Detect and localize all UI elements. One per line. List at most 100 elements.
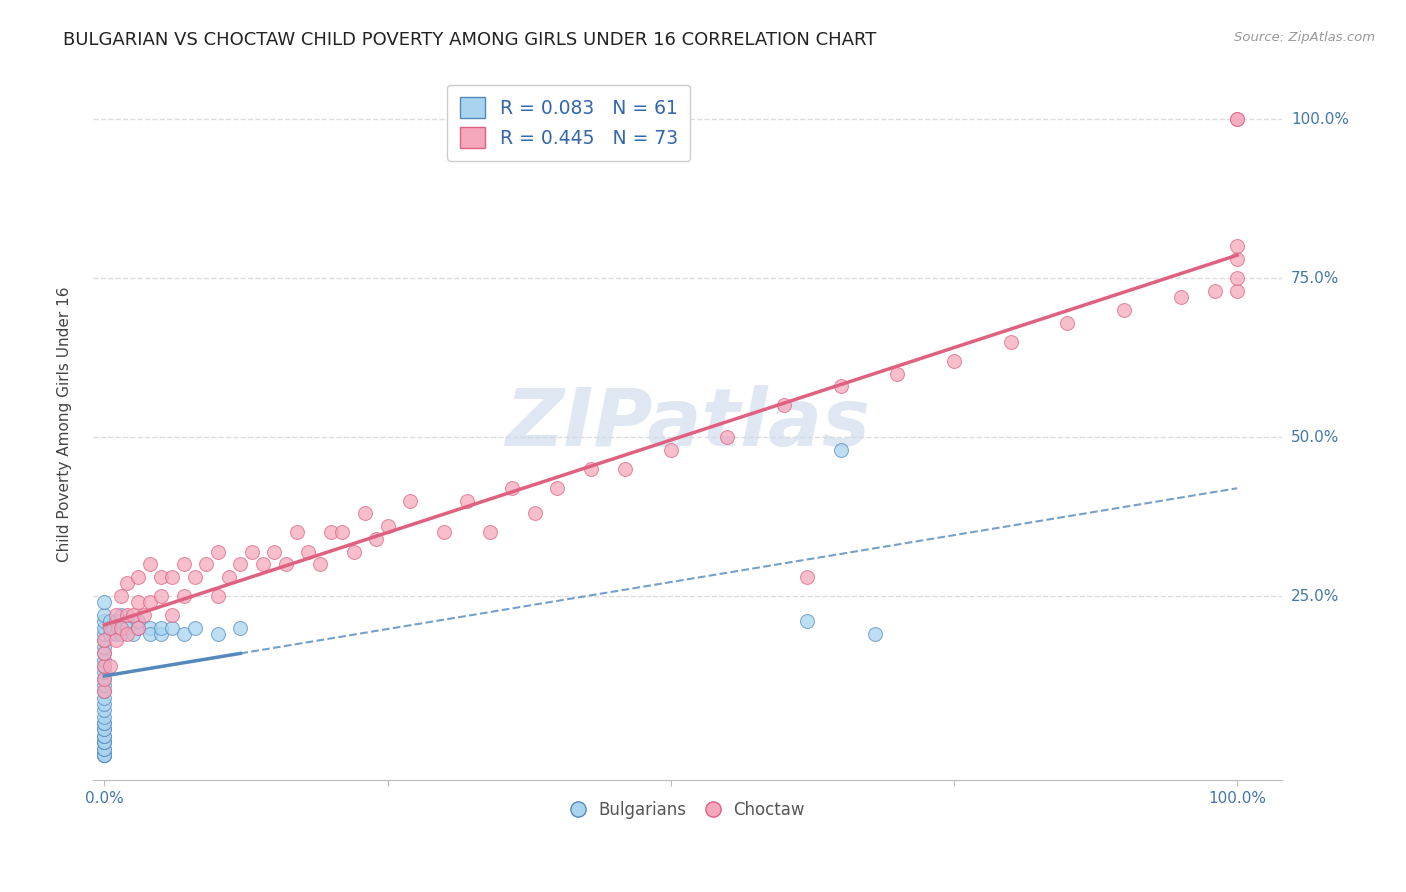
Point — [1000, 334, 1022, 349]
Point — [93, 747, 115, 762]
Point — [342, 544, 364, 558]
Point — [830, 442, 852, 457]
Text: BULGARIAN VS CHOCTAW CHILD POVERTY AMONG GIRLS UNDER 16 CORRELATION CHART: BULGARIAN VS CHOCTAW CHILD POVERTY AMONG… — [63, 31, 877, 49]
Point — [1170, 290, 1192, 304]
Point — [93, 747, 115, 762]
Point — [1226, 112, 1249, 127]
Point — [614, 462, 637, 476]
Point — [127, 621, 149, 635]
Point — [115, 608, 138, 623]
Point — [93, 723, 115, 737]
Point — [796, 615, 818, 629]
Point — [93, 716, 115, 731]
Point — [942, 354, 965, 368]
Point — [93, 729, 115, 743]
Point — [354, 507, 377, 521]
Text: ZIPatlas: ZIPatlas — [505, 385, 870, 464]
Point — [377, 519, 399, 533]
Point — [107, 621, 129, 635]
Point — [863, 627, 886, 641]
Point — [173, 589, 195, 603]
Text: 75.0%: 75.0% — [1291, 271, 1339, 285]
Point — [93, 678, 115, 692]
Point — [218, 570, 240, 584]
Point — [93, 735, 115, 749]
Point — [229, 558, 252, 572]
Point — [366, 532, 388, 546]
Point — [93, 697, 115, 711]
Point — [659, 442, 682, 457]
Point — [127, 595, 149, 609]
Point — [93, 729, 115, 743]
Point — [581, 462, 603, 476]
Point — [1226, 252, 1249, 267]
Point — [149, 589, 172, 603]
Point — [886, 367, 908, 381]
Point — [149, 570, 172, 584]
Point — [546, 481, 568, 495]
Point — [93, 735, 115, 749]
Point — [93, 741, 115, 756]
Point — [93, 747, 115, 762]
Text: Source: ZipAtlas.com: Source: ZipAtlas.com — [1234, 31, 1375, 45]
Point — [104, 627, 127, 641]
Point — [98, 659, 121, 673]
Point — [162, 621, 184, 635]
Point — [1204, 284, 1226, 298]
Point — [195, 558, 218, 572]
Point — [138, 627, 160, 641]
Point — [110, 627, 132, 641]
Point — [138, 621, 160, 635]
Point — [523, 507, 546, 521]
Point — [127, 615, 149, 629]
Point — [115, 621, 138, 635]
Point — [93, 627, 115, 641]
Point — [1226, 112, 1249, 127]
Point — [115, 615, 138, 629]
Point — [773, 398, 796, 412]
Point — [93, 652, 115, 666]
Point — [285, 525, 308, 540]
Point — [93, 672, 115, 686]
Point — [1226, 271, 1249, 285]
Point — [93, 608, 115, 623]
Point — [93, 747, 115, 762]
Point — [274, 558, 297, 572]
Point — [184, 570, 207, 584]
Point — [93, 690, 115, 705]
Text: 100.0%: 100.0% — [1291, 112, 1348, 127]
Point — [93, 723, 115, 737]
Point — [207, 627, 229, 641]
Point — [103, 621, 125, 635]
Legend: Bulgarians, Choctaw: Bulgarians, Choctaw — [565, 794, 811, 825]
Point — [93, 735, 115, 749]
Point — [207, 544, 229, 558]
Point — [104, 633, 127, 648]
Point — [93, 595, 115, 609]
Point — [456, 493, 478, 508]
Point — [162, 570, 184, 584]
Point — [93, 659, 115, 673]
Point — [240, 544, 263, 558]
Point — [132, 608, 155, 623]
Point — [1226, 239, 1249, 253]
Point — [93, 741, 115, 756]
Point — [149, 621, 172, 635]
Point — [115, 621, 138, 635]
Point — [121, 627, 143, 641]
Point — [1056, 316, 1078, 330]
Point — [98, 627, 121, 641]
Point — [93, 747, 115, 762]
Point — [93, 646, 115, 660]
Point — [93, 716, 115, 731]
Point — [319, 525, 342, 540]
Point — [104, 608, 127, 623]
Point — [308, 558, 330, 572]
Point — [93, 684, 115, 698]
Point — [93, 747, 115, 762]
Point — [110, 621, 132, 635]
Point — [98, 615, 121, 629]
Point — [127, 570, 149, 584]
Point — [297, 544, 319, 558]
Point — [330, 525, 353, 540]
